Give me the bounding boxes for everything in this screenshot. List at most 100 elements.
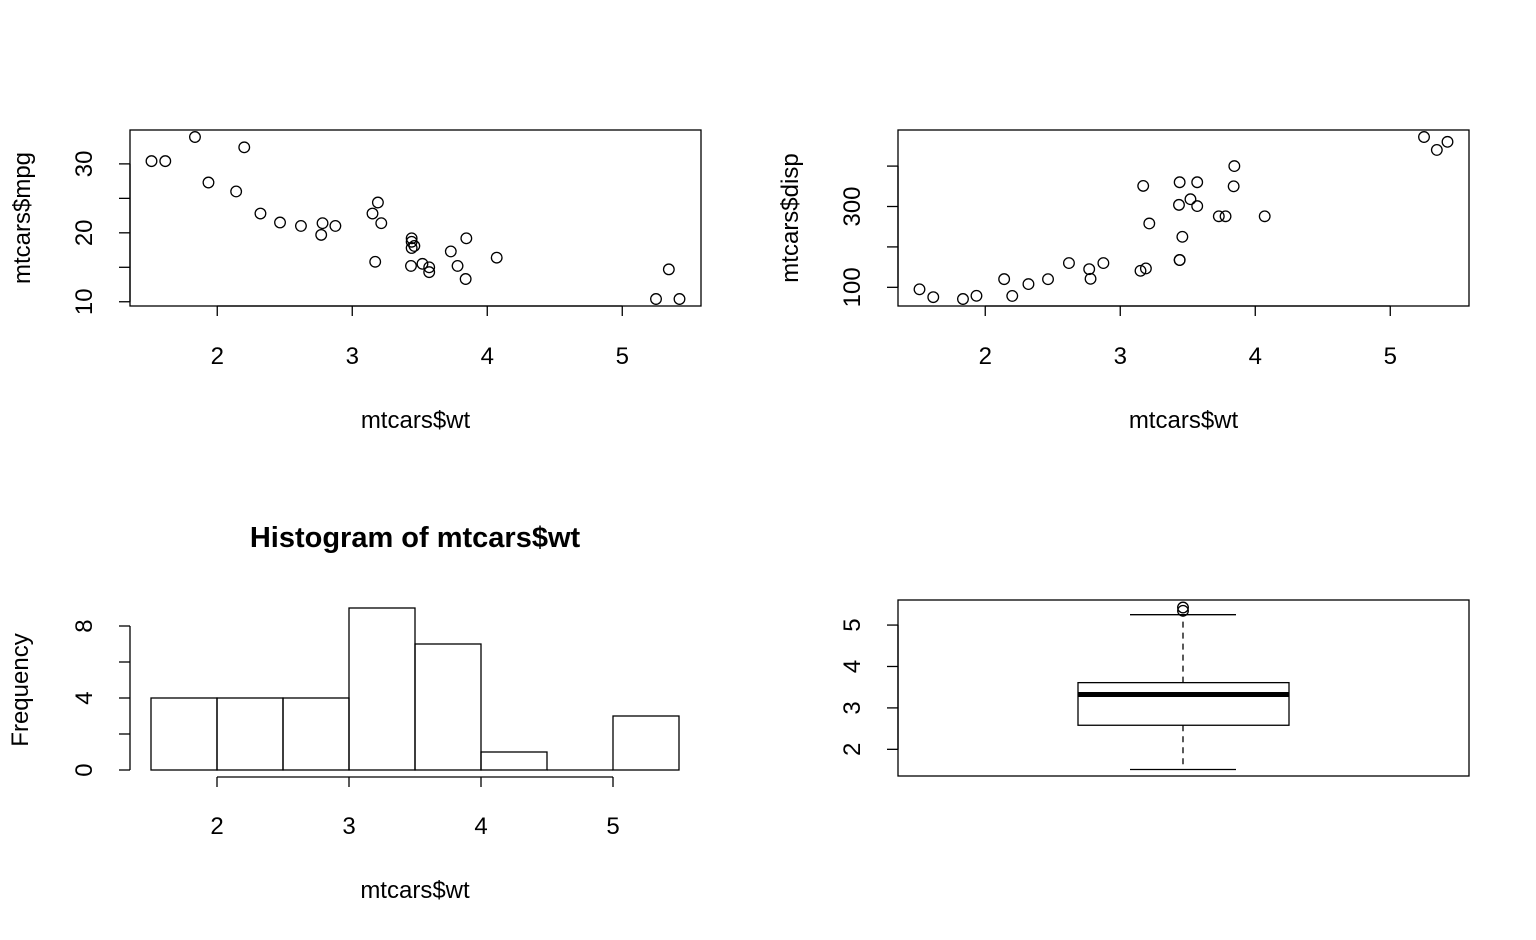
data-point [202, 176, 215, 189]
data-point [145, 155, 158, 168]
y-tick-label: 20 [71, 219, 98, 246]
y-tick-label: 2 [839, 743, 866, 756]
data-point [1173, 176, 1186, 189]
histogram-bar [414, 643, 482, 771]
data-point [1441, 135, 1454, 148]
data-point [1219, 210, 1232, 223]
y-tick-label: 10 [71, 288, 98, 315]
data-point [1227, 180, 1240, 193]
data-point [366, 207, 379, 220]
data-point [371, 196, 384, 209]
data-point [329, 219, 342, 232]
x-tick-label: 5 [1384, 343, 1397, 370]
outlier-point [1177, 604, 1189, 617]
data-point [405, 242, 418, 254]
data-point [662, 263, 675, 276]
data-point [459, 273, 472, 285]
histogram-bar [480, 751, 548, 771]
data-point [274, 216, 286, 229]
x-tick-label: 5 [616, 343, 629, 370]
histogram-bar [612, 715, 680, 771]
data-point [460, 232, 473, 245]
data-point [1173, 198, 1185, 211]
data-point [315, 228, 328, 241]
data-point [1062, 257, 1075, 270]
data-point [970, 289, 983, 302]
data-point [1258, 210, 1271, 223]
data-point [369, 255, 382, 268]
x-axis-label: mtcars$wt [1129, 407, 1239, 434]
x-tick-label: 3 [1114, 343, 1127, 370]
data-point [423, 266, 436, 279]
data-point [998, 273, 1011, 286]
data-point [1212, 210, 1225, 223]
outlier-point [1177, 601, 1189, 614]
data-point [1228, 160, 1241, 173]
data-point [1084, 272, 1097, 285]
data-point [405, 259, 417, 272]
data-point [159, 155, 172, 168]
x-tick-label: 4 [474, 813, 487, 840]
box-iqr [1077, 681, 1290, 726]
x-tick-label: 4 [481, 343, 494, 370]
x-axis-label: mtcars$wt [360, 877, 470, 904]
data-point [1173, 254, 1186, 266]
y-axis-label: mtcars$disp [777, 153, 804, 282]
data-point [1430, 143, 1443, 156]
x-tick-label: 4 [1249, 343, 1262, 370]
scatter-disp-vs-wt: 2 3 4 5 100 300 mtcars$wt mtcars$disp [777, 129, 1470, 434]
data-point [1083, 263, 1096, 276]
data-point [913, 283, 926, 296]
data-point [189, 131, 201, 143]
data-point [673, 293, 686, 305]
y-tick-label: 0 [71, 763, 98, 776]
data-point [957, 293, 969, 305]
plot-box [897, 129, 1470, 307]
data-point [230, 185, 243, 198]
data-point [1418, 131, 1430, 143]
x-tick-label: 5 [606, 813, 619, 840]
x-tick-label: 3 [346, 343, 359, 370]
data-point [294, 219, 307, 232]
y-tick-label: 4 [71, 691, 98, 704]
boxplot-wt: 2 3 4 5 [839, 599, 1470, 777]
data-point [650, 293, 662, 305]
x-tick-label: 2 [979, 343, 992, 370]
histogram-bar [282, 697, 350, 771]
x-axis-label: mtcars$wt [361, 407, 471, 434]
data-point [1143, 217, 1156, 230]
data-point [1191, 176, 1204, 189]
data-point [927, 291, 940, 304]
data-point [444, 245, 457, 258]
scatter-mpg-vs-wt: 2 3 4 5 10 20 30 mtcars$wt mtcars$mpg [9, 129, 702, 434]
data-point [1134, 264, 1147, 277]
data-point [451, 259, 464, 272]
data-point [1097, 257, 1110, 270]
data-point [238, 141, 251, 154]
data-point [1022, 278, 1035, 291]
histogram-bar [216, 697, 284, 771]
histogram-bar [150, 697, 218, 771]
data-point [1042, 273, 1054, 286]
histogram-bar [348, 607, 416, 771]
y-tick-label: 30 [71, 151, 98, 178]
histogram-wt: 2 3 4 5 0 4 8 Histogram of mtcars$wt mtcars$wt Fr… [7, 522, 680, 904]
data-point [1184, 193, 1197, 206]
data-point [375, 217, 388, 230]
x-tick-label: 2 [210, 813, 223, 840]
data-point [416, 257, 429, 270]
data-point [408, 239, 421, 252]
data-point [1006, 289, 1019, 302]
data-point [1139, 262, 1152, 275]
data-point [1176, 230, 1189, 243]
y-tick-label: 3 [839, 701, 866, 714]
y-axis-label: mtcars$mpg [9, 152, 36, 284]
x-tick-label: 2 [211, 343, 224, 370]
y-tick-label: 8 [71, 619, 98, 632]
data-point [316, 217, 329, 230]
data-point [1191, 200, 1204, 213]
x-tick-label: 3 [342, 813, 355, 840]
y-tick-label: 100 [839, 267, 866, 307]
chart-title: Histogram of mtcars$wt [250, 522, 581, 554]
